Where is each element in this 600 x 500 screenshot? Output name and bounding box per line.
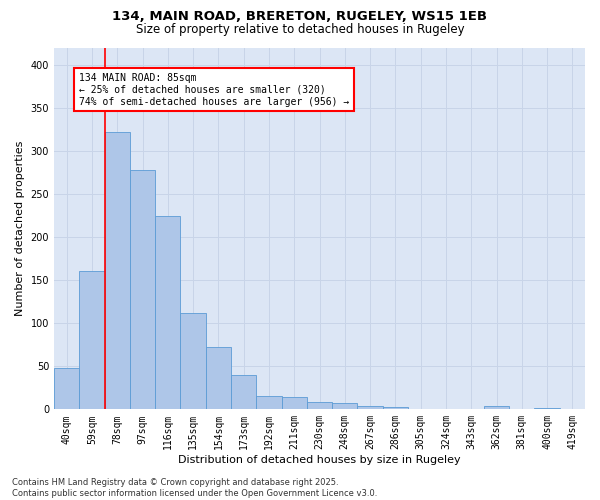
Text: 134, MAIN ROAD, BRERETON, RUGELEY, WS15 1EB: 134, MAIN ROAD, BRERETON, RUGELEY, WS15 … <box>113 10 487 23</box>
Bar <box>231 375 256 410</box>
Bar <box>206 348 231 410</box>
Bar <box>79 272 104 409</box>
Text: Contains HM Land Registry data © Crown copyright and database right 2025.
Contai: Contains HM Land Registry data © Crown c… <box>12 478 377 498</box>
Bar <box>104 132 130 409</box>
Text: 134 MAIN ROAD: 85sqm
← 25% of detached houses are smaller (320)
74% of semi-deta: 134 MAIN ROAD: 85sqm ← 25% of detached h… <box>79 74 350 106</box>
Bar <box>130 170 155 410</box>
Bar <box>484 406 509 409</box>
Bar <box>281 398 307 409</box>
Bar <box>307 402 332 409</box>
Bar <box>332 404 358 409</box>
Bar <box>535 408 560 410</box>
X-axis label: Distribution of detached houses by size in Rugeley: Distribution of detached houses by size … <box>178 455 461 465</box>
Bar <box>54 368 79 410</box>
Bar <box>181 313 206 410</box>
Y-axis label: Number of detached properties: Number of detached properties <box>15 140 25 316</box>
Bar <box>155 216 181 410</box>
Bar <box>383 406 408 410</box>
Text: Size of property relative to detached houses in Rugeley: Size of property relative to detached ho… <box>136 22 464 36</box>
Bar <box>358 406 383 409</box>
Bar <box>256 396 281 409</box>
